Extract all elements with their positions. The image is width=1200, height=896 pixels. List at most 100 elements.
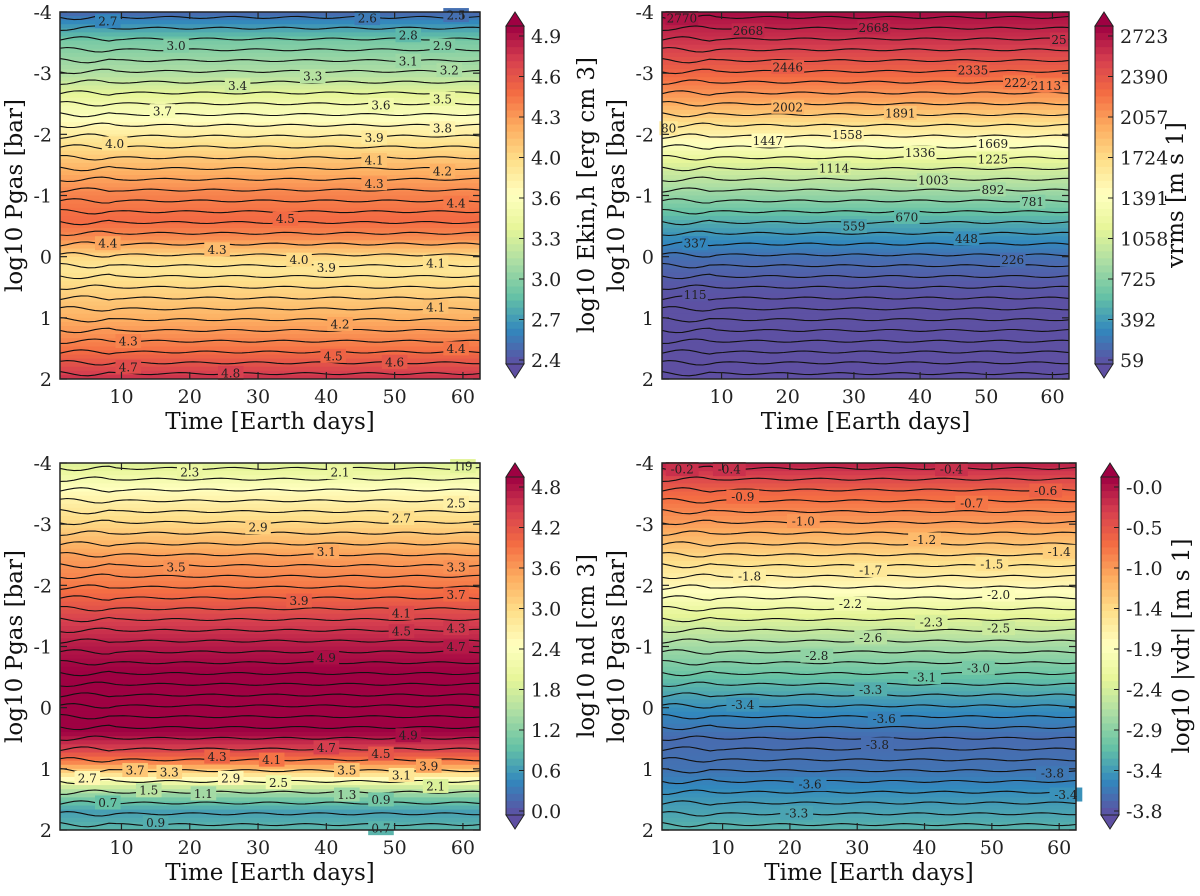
heatmap-band [60,146,480,152]
colorbar-tick-label: 1.2 [531,720,561,742]
colorbar-segment [506,660,524,668]
colorbar-segment [1095,82,1113,90]
colorbar-segment [506,505,524,513]
contour-label: -1.5 [980,557,1003,571]
heatmap-band [60,277,480,282]
contour-label: 559 [842,220,865,234]
colorbar-segment [506,786,524,795]
contour-label-bg [122,763,148,778]
contour-label: 4.1 [426,300,445,314]
y-tick-label: 1 [642,308,654,330]
contour-label-bg [682,287,708,302]
contour-label: 80 [661,122,676,136]
x-tick-label: 40 [912,837,936,859]
contour-label: -1.7 [859,564,882,578]
contour-line [662,241,1069,247]
x-axis-label: Time [Earth days] [165,860,374,886]
contour-label: 2.8 [399,29,418,43]
contour-line [60,262,480,269]
heatmap-band [60,301,480,307]
y-tick-label: 0 [40,247,52,269]
colorbar-tick-label: 0.6 [531,761,561,783]
heatmap-band [662,56,1069,62]
colorbar-segment [506,610,524,619]
y-tick-label: 1 [40,308,52,330]
heatmap-band [60,203,480,209]
contour-label: 3.7 [447,588,466,602]
colorbar-segment [1101,737,1119,746]
colorbar: 4.9 4.6 4.3 4.0 3.6 3.3 3.0 2.7 2.4 log10 Ekin,h … [505,11,600,379]
contour-label-bg [861,737,894,752]
contour-label-bg [95,795,121,810]
contour-label-bg [272,211,299,226]
colorbar-segment [1095,251,1113,259]
colorbar-segment [506,159,524,168]
colorbar-segment [506,47,524,55]
contour-label: 3.5 [337,764,356,778]
heatmap-band [662,130,1069,135]
heatmap-band [662,232,1069,237]
heatmap-band [60,503,480,509]
colorbar-segment [506,688,524,696]
contour-label: -1.4 [1048,545,1072,559]
heatmap-band [60,556,480,562]
contour-label: 448 [955,232,978,246]
colorbar-segment [1095,166,1113,175]
heatmap-band [60,228,480,233]
colorbar-tick-label: 3.6 [531,188,561,210]
contour-label-bg [395,53,422,68]
colorbar-segment [1095,342,1113,351]
heatmap-band [60,491,480,497]
heatmap-band [662,358,1069,364]
contour-label-bg [217,771,244,786]
heatmap-band [60,248,480,254]
y-tick-label: -3 [635,514,654,536]
colorbar-segment [506,582,524,591]
heatmap-band [662,32,1069,38]
contour-label: 2.6 [358,12,377,26]
contour-label: 2113 [1031,79,1062,93]
colorbar-extend-min [1100,814,1120,830]
contour-label-bg [443,621,469,636]
colorbar-segment [1101,751,1119,760]
contour-label: 25 [1051,33,1066,47]
heatmap-band [60,207,480,213]
contour-line [60,25,480,31]
contour-line [60,306,480,312]
heatmap-band [60,670,480,676]
x-axis: 10 20 30 40 50 60 Time [Earth days] [710,463,1071,886]
contour-label-bg [1042,544,1076,559]
heatmap-band [662,528,1076,533]
heatmap-band [662,171,1069,176]
heatmap-band [662,622,1076,627]
heatmap-band [60,479,480,484]
colorbar-segment [1101,793,1119,802]
contour-line [60,284,480,290]
heatmap-band [662,162,1069,168]
y-tick-label: -3 [635,63,654,85]
heatmap-band [662,134,1069,140]
contour-label-bg [731,23,765,38]
contour-line [60,746,480,752]
heatmap-band [60,544,480,550]
colorbar-frame [505,476,525,816]
heatmap-band [662,370,1069,376]
colorbar-segment [506,173,524,182]
colorbar-segment [506,667,524,675]
contour-line [662,360,1069,366]
y-tick-label: 2 [642,369,654,391]
colorbar-segment [506,681,524,689]
heatmap-band [662,272,1069,278]
colorbar-segment [506,216,524,224]
colorbar-segment [506,568,524,577]
colorbar-segment [506,279,524,288]
contour-label-bg [659,121,678,136]
colorbar-segment [1101,582,1119,591]
heatmap-band [60,272,480,278]
colorbar-tick-label: 3.0 [531,599,561,621]
colorbar-segment [1101,758,1119,767]
contour-label: 0.9 [371,793,390,807]
colorbar-segment [1095,321,1113,330]
colorbar-tick-label: -1.9 [1126,639,1163,661]
contour-label: 3.6 [371,98,390,112]
